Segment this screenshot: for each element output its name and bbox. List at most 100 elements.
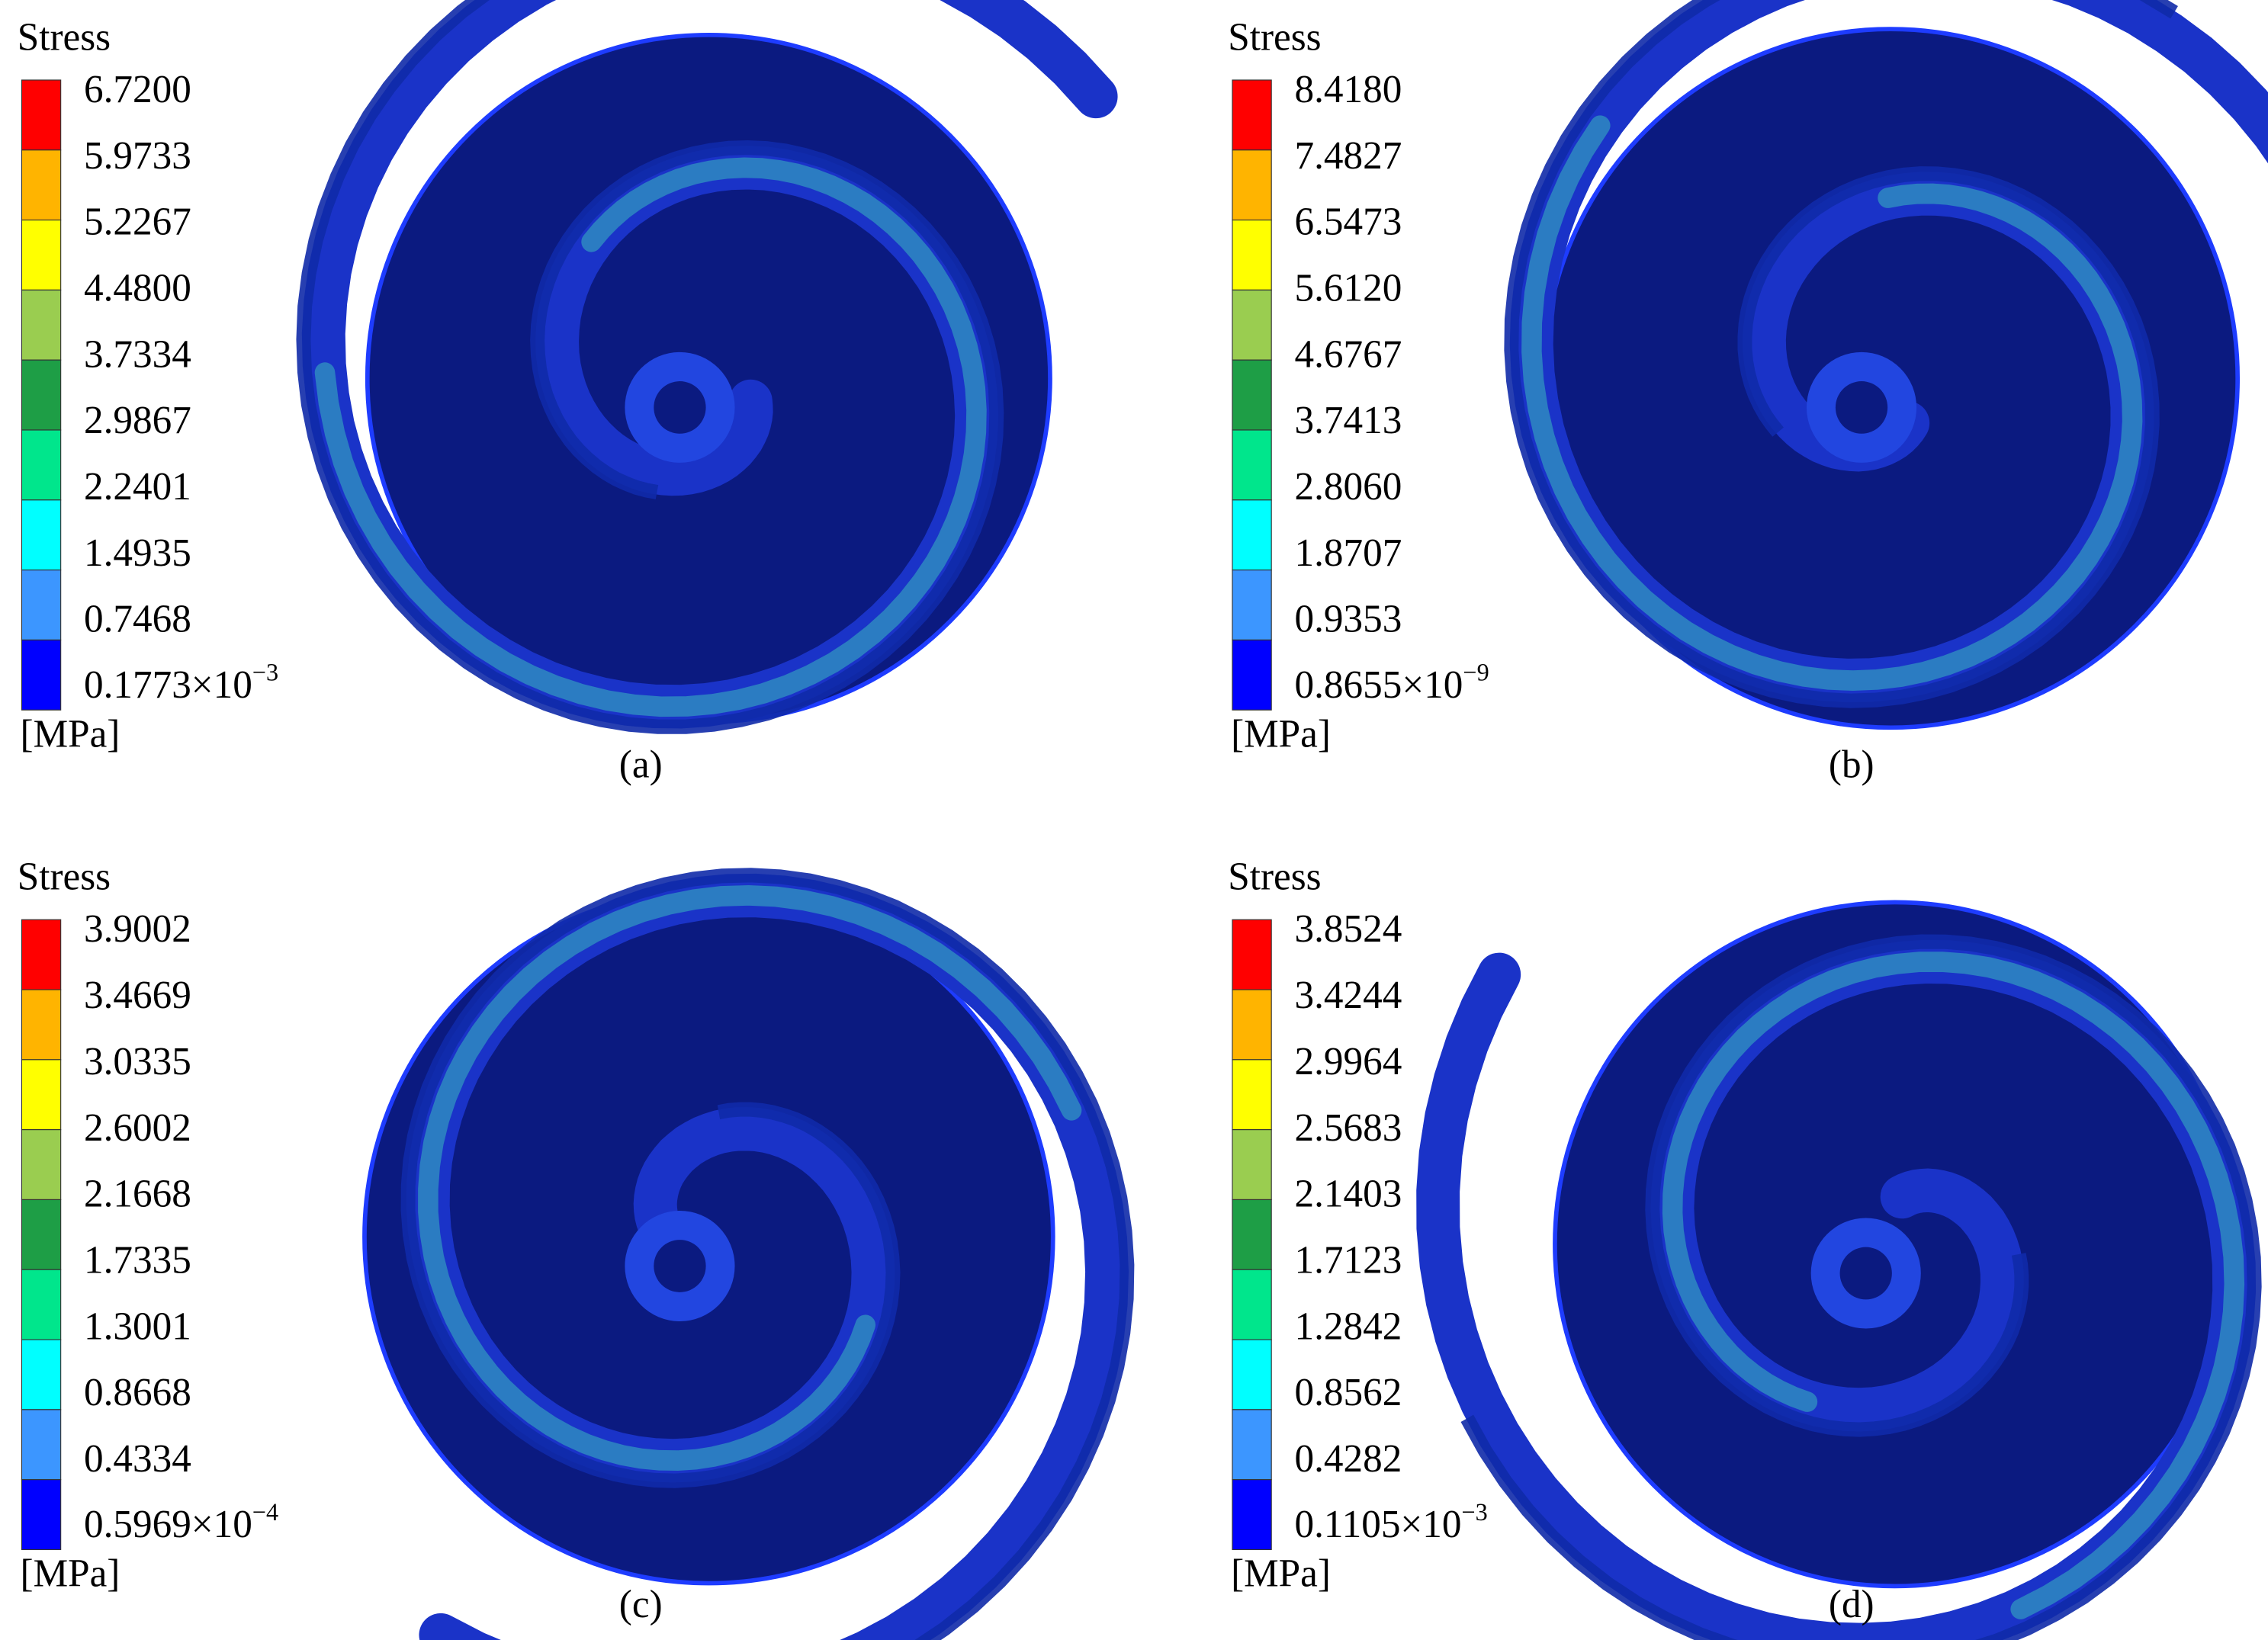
legend-title: Stress (18, 855, 111, 898)
legend-label: 3.9002 (84, 907, 191, 951)
legend-label: 3.4669 (84, 974, 191, 1017)
legend-label: 3.4244 (1295, 974, 1402, 1017)
legend-label: 2.6002 (84, 1106, 191, 1150)
legend-label: 1.7335 (84, 1238, 191, 1282)
legend-label: 1.4935 (84, 531, 191, 575)
legend-swatch (21, 989, 62, 1061)
legend-swatch (1232, 1199, 1272, 1270)
legend-swatch (1232, 1339, 1272, 1411)
min-exponent: −9 (1463, 659, 1489, 686)
legend-min-label: 0.1105×10−3 (1295, 1498, 1488, 1546)
legend-label: 0.7468 (84, 598, 191, 641)
legend-swatch (1232, 639, 1272, 711)
legend-label: 5.9733 (84, 134, 191, 178)
spiral-edge (296, 0, 1004, 734)
panel-caption: (a) (619, 743, 663, 786)
legend-swatch (1232, 1409, 1272, 1481)
unit-label: [MPa] (1231, 1552, 1331, 1596)
legend-label: 6.5473 (1295, 201, 1402, 244)
legend-label: 2.8060 (1295, 465, 1402, 509)
legend-title: Stress (1228, 15, 1321, 59)
hub-hole (654, 1240, 706, 1292)
legend-label: 1.2842 (1295, 1305, 1402, 1348)
legend-label: 1.8707 (1295, 531, 1402, 575)
legend-swatch (1232, 289, 1272, 361)
legend-swatch (1232, 919, 1272, 990)
spiral-blade-face (1662, 952, 2245, 1619)
legend-label: 2.1668 (84, 1172, 191, 1215)
panel: Stress 6.7200 5.9733 5.2267 4.4800 3.7334 2.98… (18, 0, 1118, 787)
legend-swatch (21, 919, 62, 990)
legend-swatch (1232, 499, 1272, 571)
min-mantissa: 0.1773×10 (84, 663, 252, 706)
panel-caption: (c) (619, 1583, 663, 1626)
legend-label: 6.7200 (84, 68, 191, 111)
legend-label: 5.2267 (84, 201, 191, 244)
min-mantissa: 0.5969×10 (84, 1503, 252, 1546)
legend-label: 7.4827 (1295, 134, 1402, 178)
legend-swatch (21, 220, 62, 290)
hub-hole (654, 381, 706, 434)
min-exponent: −4 (252, 1498, 278, 1526)
panel-caption: (d) (1829, 1583, 1874, 1626)
legend-swatch (21, 1129, 62, 1201)
legend-min-label: 0.1773×10−3 (84, 659, 278, 707)
legend-min-label: 0.8655×10−9 (1295, 659, 1489, 707)
hub-hole (1839, 1247, 1892, 1300)
legend-swatch (1232, 989, 1272, 1061)
spiral-blade-face (418, 884, 1082, 1472)
legend-swatch (1232, 1269, 1272, 1340)
legend-label: 2.9867 (84, 399, 191, 442)
legend-swatch (1232, 1129, 1272, 1201)
legend-swatch (21, 429, 62, 501)
legend-label: 0.8562 (1295, 1371, 1402, 1414)
legend-swatch (21, 1409, 62, 1481)
min-mantissa: 0.1105×10 (1295, 1503, 1462, 1546)
legend-swatch (21, 1479, 62, 1551)
legend-label: 5.6120 (1295, 266, 1402, 310)
legend-label: 3.8524 (1295, 907, 1402, 951)
legend-swatch (21, 1269, 62, 1340)
legend-label: 1.3001 (84, 1305, 191, 1348)
legend-swatch (21, 570, 62, 640)
legend-swatch (21, 289, 62, 361)
legend-swatch (1232, 359, 1272, 431)
legend-label: 1.7123 (1295, 1238, 1402, 1282)
legend-swatch (1232, 1479, 1272, 1551)
legend-label: 0.9353 (1295, 598, 1402, 641)
legend-title: Stress (1228, 855, 1321, 898)
legend-swatch (1232, 220, 1272, 290)
legend-swatch (21, 1059, 62, 1131)
legend-swatch (21, 79, 62, 151)
legend-label: 0.4282 (1295, 1437, 1402, 1481)
min-exponent: −3 (252, 659, 278, 686)
legend-swatch (21, 149, 62, 221)
legend-swatch (21, 499, 62, 571)
legend-label: 3.7413 (1295, 399, 1402, 442)
min-exponent: −3 (1461, 1498, 1487, 1526)
panel: Stress 8.4180 7.4827 6.5473 5.6120 4.6767 3.74… (1228, 0, 2268, 787)
legend-label: 4.4800 (84, 266, 191, 310)
legend-swatch (1232, 429, 1272, 501)
unit-label: [MPa] (21, 1552, 120, 1596)
legend-swatch (1232, 1059, 1272, 1131)
legend-label: 2.1403 (1295, 1172, 1402, 1215)
min-mantissa: 0.8655×10 (1295, 663, 1463, 706)
legend-label: 3.7334 (84, 332, 191, 376)
spiral-blade-face (1521, 115, 2143, 692)
legend-label: 2.9964 (1295, 1040, 1402, 1083)
legend-swatch (21, 359, 62, 431)
legend-label: 2.2401 (84, 465, 191, 509)
legend-swatch (1232, 149, 1272, 221)
legend-swatch (21, 639, 62, 711)
spiral-edge (400, 868, 1135, 1640)
spiral-edge (1504, 0, 2178, 708)
panel-caption: (b) (1829, 743, 1874, 786)
legend-label: 3.0335 (84, 1040, 191, 1083)
legend-label: 0.4334 (84, 1437, 191, 1481)
legend-swatch (21, 1339, 62, 1411)
spiral-edge (1460, 934, 2262, 1640)
legend-title: Stress (18, 15, 111, 59)
unit-label: [MPa] (21, 712, 120, 756)
